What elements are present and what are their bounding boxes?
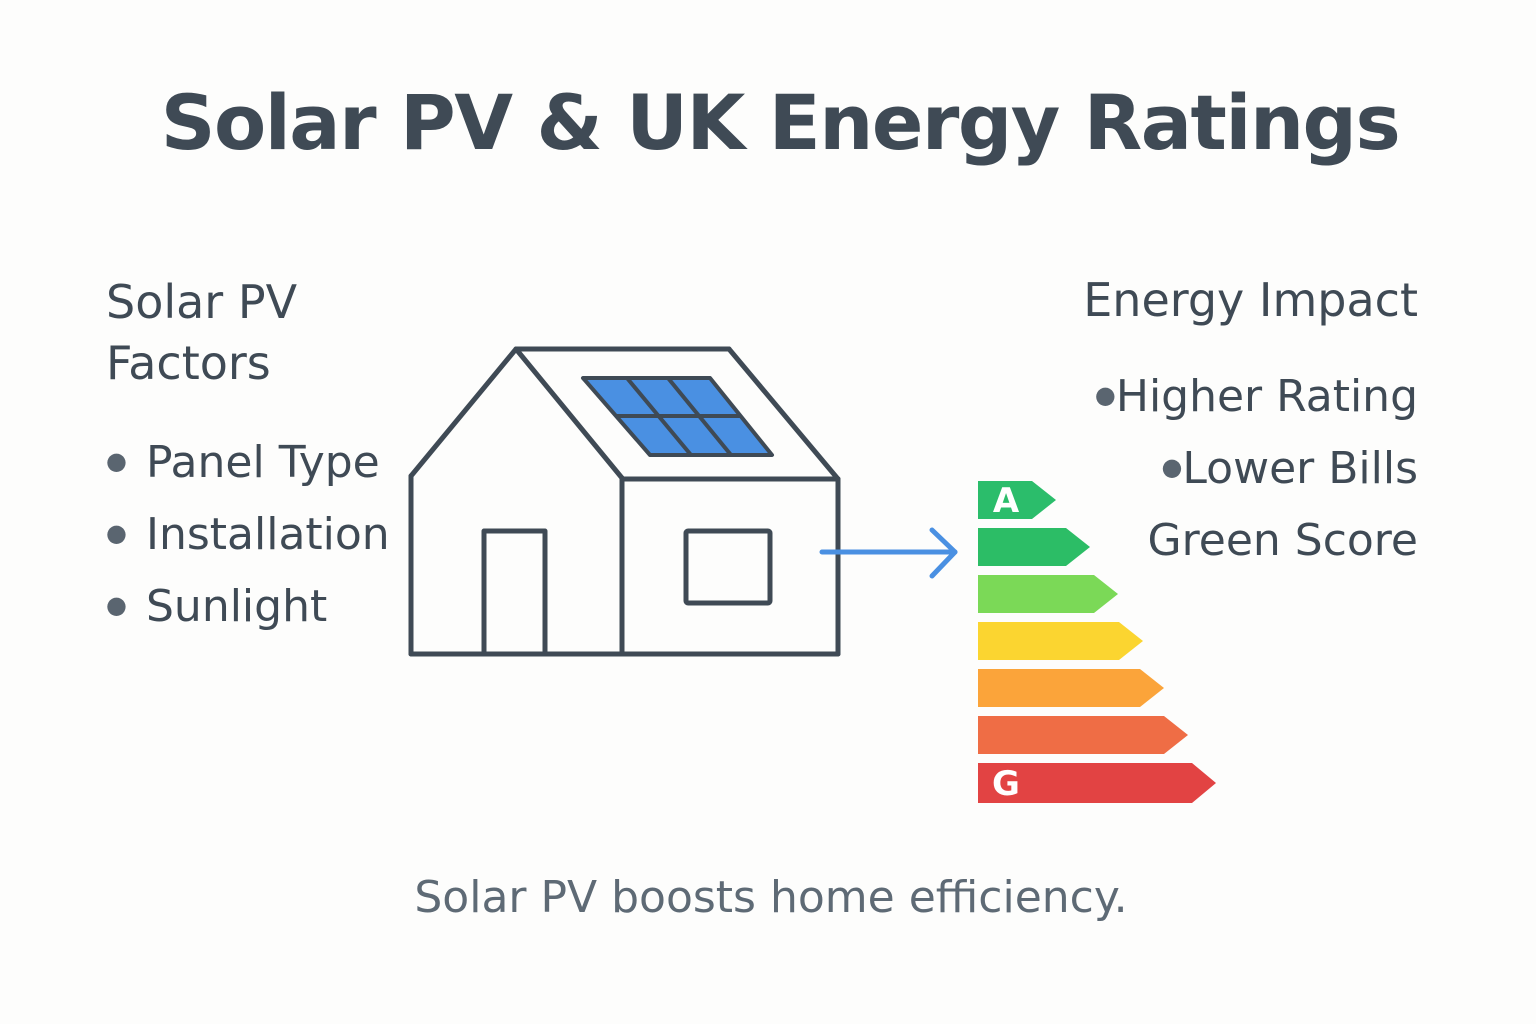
energy-impact-heading: Energy Impact <box>1083 273 1418 327</box>
list-item-label: Installation <box>146 509 390 560</box>
list-item-label: Lower Bills <box>1182 443 1418 494</box>
list-item-label: Panel Type <box>146 437 380 488</box>
rating-band-label: G <box>992 764 1020 804</box>
solar-factors-list: ● Panel Type ● Installation ● Sunlight <box>106 428 390 644</box>
list-item-label: Higher Rating <box>1115 371 1418 422</box>
list-item: ● Panel Type <box>106 428 390 500</box>
bullet-icon: ● <box>106 519 127 547</box>
rating-band <box>978 716 1188 754</box>
solar-factors-heading-line1: Solar PV <box>106 275 298 329</box>
solar-factors-heading-line2: Factors <box>106 336 271 390</box>
house-icon <box>408 346 841 657</box>
window-icon <box>683 528 773 606</box>
bullet-icon: ● <box>106 447 127 475</box>
rating-band <box>978 528 1090 566</box>
list-item-label: Sunlight <box>146 581 328 632</box>
door-icon <box>481 528 548 657</box>
energy-impact-list: ●Higher Rating ●Lower Bills ●Green Score <box>1078 362 1418 578</box>
bullet-icon: ● <box>1094 381 1116 409</box>
solar-factors-heading: Solar PV Factors <box>106 272 366 394</box>
list-item-label: Green Score <box>1147 515 1418 566</box>
list-item: ● Installation <box>106 500 390 572</box>
rating-band <box>978 481 1056 519</box>
bullet-icon: ● <box>1161 453 1183 481</box>
rating-band <box>978 622 1143 660</box>
energy-rating-icon: AG <box>978 481 1216 804</box>
rating-band <box>978 763 1216 803</box>
bullet-icon: ● <box>106 591 127 619</box>
caption: Solar PV boosts home efficiency. <box>414 872 1128 923</box>
rating-band-label: A <box>993 481 1020 521</box>
page-title: Solar PV & UK Energy Ratings <box>160 78 1401 167</box>
list-item: ●Lower Bills <box>1078 434 1418 506</box>
solar-panel-icon <box>581 376 774 457</box>
list-item: ●Higher Rating <box>1078 362 1418 434</box>
arrow-right-icon <box>819 527 958 579</box>
rating-band <box>978 575 1118 613</box>
list-item: ● Sunlight <box>106 572 390 644</box>
list-item: ●Green Score <box>1078 506 1418 578</box>
rating-band <box>978 669 1164 707</box>
